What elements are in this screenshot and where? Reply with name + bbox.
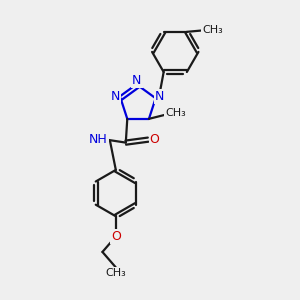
Text: CH₃: CH₃ — [165, 108, 186, 118]
Text: O: O — [111, 230, 121, 243]
Text: CH₃: CH₃ — [202, 26, 223, 35]
Text: N: N — [132, 74, 142, 87]
Text: N: N — [155, 90, 164, 103]
Text: N: N — [110, 90, 120, 103]
Text: CH₃: CH₃ — [105, 268, 126, 278]
Text: NH: NH — [89, 133, 107, 146]
Text: O: O — [150, 133, 160, 146]
